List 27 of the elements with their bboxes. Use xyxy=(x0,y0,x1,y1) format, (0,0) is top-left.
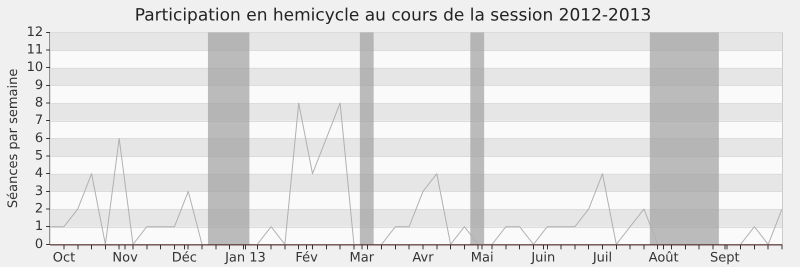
y-axis-title: Séances par semaine xyxy=(6,68,22,208)
x-tick-label: Août xyxy=(648,250,679,266)
x-tick-label: Juil xyxy=(592,250,612,266)
y-tick-label: 1 xyxy=(34,219,44,234)
y-tick-label: 9 xyxy=(34,78,44,93)
x-tick-label: Mar xyxy=(350,250,375,266)
x-tick-label: Oct xyxy=(52,250,76,266)
x-tick-label: Nov xyxy=(112,250,138,266)
y-tick-label: 11 xyxy=(26,42,44,58)
y-tick-label: 4 xyxy=(34,166,44,182)
x-tick-label: Sept xyxy=(710,250,740,266)
x-tick-label: Juin xyxy=(530,250,556,266)
y-tick-label: 3 xyxy=(34,184,44,199)
y-tick-label: 8 xyxy=(34,95,44,110)
y-tick-label: 10 xyxy=(26,60,44,76)
x-tick-label: Déc xyxy=(172,250,197,266)
y-tick-label: 0 xyxy=(34,236,44,252)
x-tick-label: Jan 13 xyxy=(224,250,266,266)
y-tick-label: 6 xyxy=(34,130,44,146)
y-tick-label: 12 xyxy=(26,24,44,40)
chart-title: Participation en hemicycle au cours de la session 2012-2013 xyxy=(134,6,652,26)
y-tick-label: 5 xyxy=(34,148,44,164)
x-tick-label: Fév xyxy=(295,250,318,266)
y-tick-label: 7 xyxy=(34,113,44,128)
y-tick-label: 2 xyxy=(34,201,44,216)
x-tick-label: Avr xyxy=(412,250,434,266)
x-tick-label: Mai xyxy=(470,250,494,266)
